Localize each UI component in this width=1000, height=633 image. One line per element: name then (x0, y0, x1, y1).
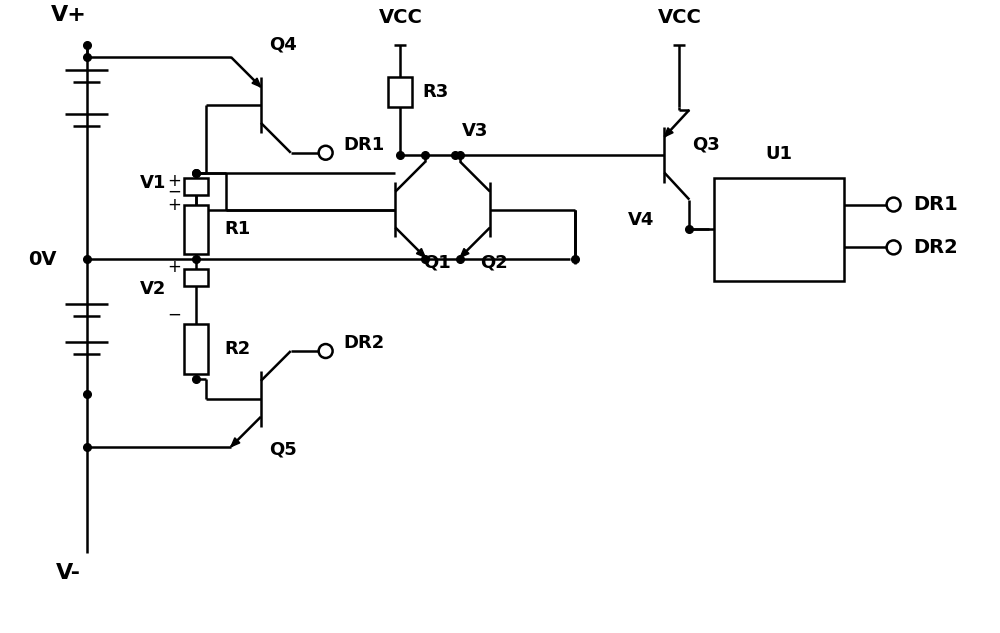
Text: Q2: Q2 (480, 253, 508, 272)
Bar (184, 178, 208, 194)
Text: VCC: VCC (378, 8, 422, 27)
Text: +: + (167, 172, 181, 190)
Text: V4: V4 (628, 211, 654, 229)
Text: V2: V2 (140, 280, 166, 298)
Bar (388, 77, 412, 107)
Polygon shape (664, 128, 673, 137)
Text: V+: V+ (51, 5, 87, 25)
Text: OUT1: OUT1 (782, 197, 829, 212)
Bar (184, 204, 208, 254)
Text: OUT2: OUT2 (782, 240, 829, 255)
Text: DR1: DR1 (344, 135, 385, 154)
Bar (184, 269, 208, 286)
Text: −: − (167, 305, 181, 323)
Text: DR1: DR1 (913, 195, 958, 214)
Text: R3: R3 (422, 83, 449, 101)
Text: DR2: DR2 (344, 334, 385, 352)
Polygon shape (252, 78, 261, 87)
Text: V-: V- (56, 563, 81, 583)
Text: Q5: Q5 (269, 441, 297, 459)
Text: Q1: Q1 (423, 253, 451, 272)
Text: V1: V1 (140, 174, 166, 192)
Text: DR2: DR2 (913, 238, 958, 257)
Text: +: + (167, 196, 181, 213)
Text: 0V: 0V (28, 250, 57, 269)
Polygon shape (460, 249, 469, 258)
Bar (184, 324, 208, 374)
Text: U1: U1 (765, 145, 792, 163)
Text: Q4: Q4 (269, 35, 297, 53)
Text: Q3: Q3 (692, 135, 720, 154)
Text: R2: R2 (224, 340, 250, 358)
Text: −: − (167, 182, 181, 201)
Bar (714, 178, 844, 281)
Text: R1: R1 (224, 220, 250, 239)
Text: VCC: VCC (657, 8, 701, 27)
Text: IN: IN (736, 201, 756, 218)
Text: +: + (167, 258, 181, 277)
Polygon shape (416, 249, 425, 258)
Text: V3: V3 (462, 122, 489, 140)
Polygon shape (231, 438, 240, 447)
